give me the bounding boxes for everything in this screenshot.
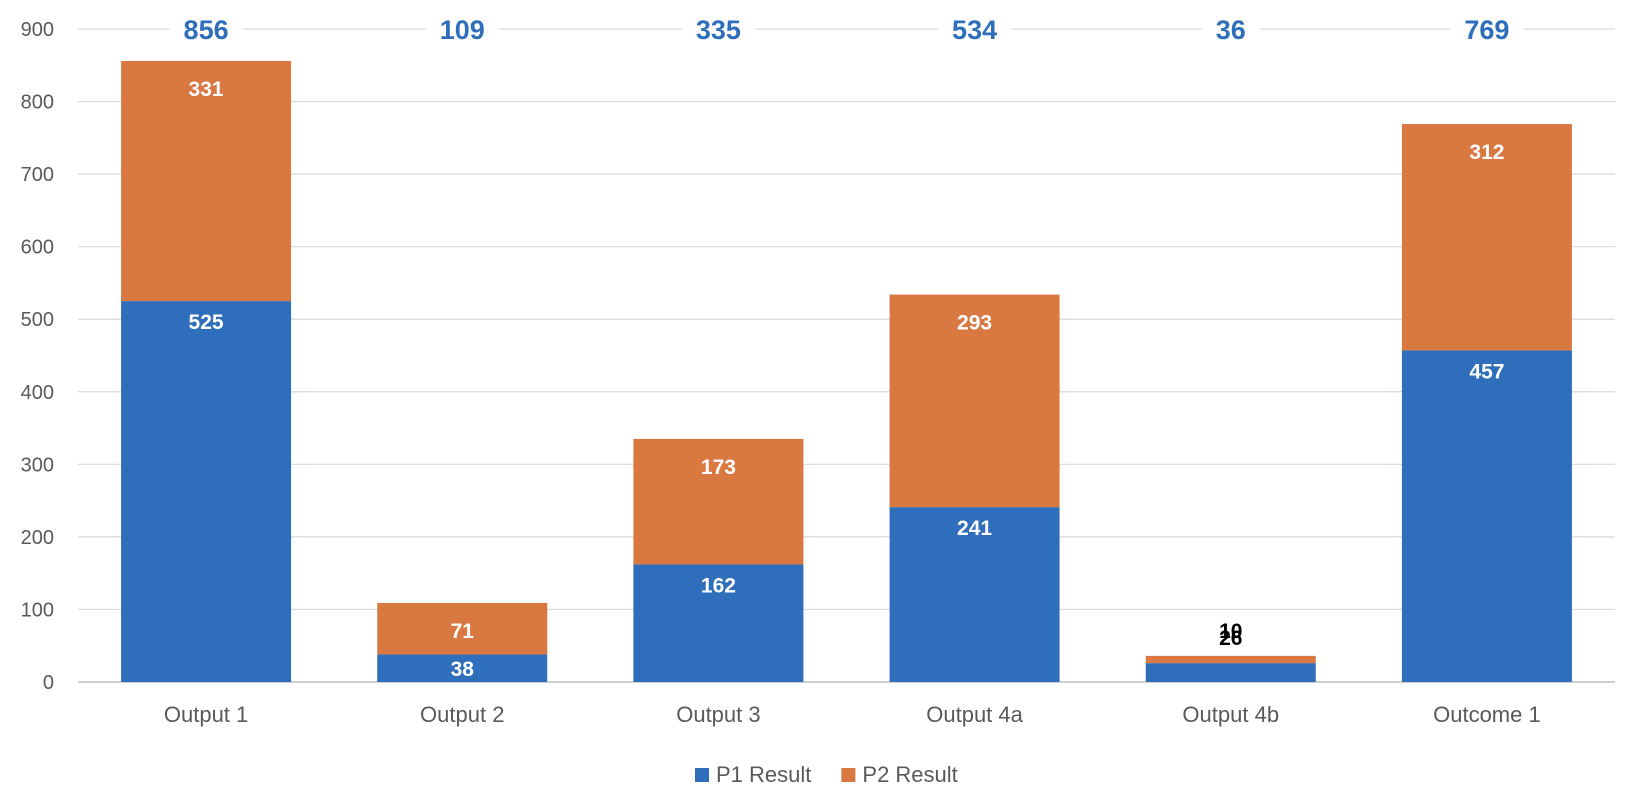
segment-value-label: 162 bbox=[701, 574, 736, 597]
bar-segment-1 bbox=[889, 507, 1060, 682]
segment-value-label: 312 bbox=[1469, 141, 1504, 164]
y-axis: 0 100 200 300 400 500 600 700 800 900 bbox=[21, 19, 54, 694]
bar-segment-2 bbox=[889, 294, 1060, 508]
legend-label: P1 Result bbox=[716, 762, 811, 787]
bar-segment-2 bbox=[1401, 124, 1572, 351]
total-label-background bbox=[938, 13, 1012, 47]
legend-swatch bbox=[695, 768, 709, 782]
y-tick-label: 300 bbox=[21, 454, 54, 476]
segment-value-label: 38 bbox=[451, 658, 475, 681]
gridlines bbox=[78, 28, 1615, 683]
segment-value-label: 173 bbox=[701, 456, 736, 479]
segment-value-label: 293 bbox=[957, 312, 992, 335]
segment-value-label: 457 bbox=[1469, 360, 1504, 383]
bar-segment-1 bbox=[1145, 663, 1316, 682]
category-label: Output 1 bbox=[164, 702, 248, 727]
y-tick-label: 600 bbox=[21, 237, 54, 259]
total-label-background bbox=[1450, 13, 1524, 47]
category-label: Output 4b bbox=[1182, 702, 1279, 727]
segment-value-label: 331 bbox=[189, 78, 224, 101]
total-label-background bbox=[169, 13, 243, 47]
bar-segment-1 bbox=[633, 564, 804, 682]
legend: P1 Result P2 Result bbox=[695, 762, 958, 787]
y-tick-label: 900 bbox=[21, 19, 54, 41]
y-tick-label: 400 bbox=[21, 382, 54, 404]
bar-segment-2 bbox=[121, 60, 292, 302]
category-label: Output 4a bbox=[926, 702, 1023, 727]
y-tick-label: 700 bbox=[21, 164, 54, 186]
bar-segment-2 bbox=[633, 438, 804, 565]
bar-segment-2 bbox=[1145, 655, 1316, 664]
segment-value-label: 525 bbox=[189, 311, 224, 334]
category-label: Outcome 1 bbox=[1433, 702, 1541, 727]
bar-segment-2 bbox=[377, 602, 548, 655]
bars bbox=[121, 60, 1572, 682]
legend-label: P2 Result bbox=[862, 762, 957, 787]
total-labels: 856 109 335 534 36 769 bbox=[169, 13, 1524, 47]
total-value-label: 856 bbox=[184, 15, 229, 45]
y-tick-label: 0 bbox=[43, 672, 54, 694]
total-value-label: 534 bbox=[952, 15, 997, 45]
total-value-label: 36 bbox=[1216, 15, 1246, 45]
bar-segment-1 bbox=[377, 654, 548, 682]
total-label-background bbox=[1201, 13, 1260, 47]
bar-segment-1 bbox=[121, 301, 292, 682]
category-label: Output 2 bbox=[420, 702, 504, 727]
segment-value-label: 26 bbox=[1219, 627, 1242, 650]
total-label-background bbox=[681, 13, 755, 47]
y-tick-label: 800 bbox=[21, 92, 54, 114]
segment-value-label: 241 bbox=[957, 517, 992, 540]
total-label-background bbox=[425, 13, 499, 47]
total-value-label: 109 bbox=[440, 15, 485, 45]
total-value-label: 335 bbox=[696, 15, 741, 45]
segment-value-label: 71 bbox=[451, 620, 475, 643]
y-tick-label: 100 bbox=[21, 599, 54, 621]
segment-value-label: 10 bbox=[1219, 620, 1242, 643]
y-tick-label: 500 bbox=[21, 309, 54, 331]
category-label: Output 3 bbox=[676, 702, 760, 727]
legend-swatch bbox=[841, 768, 856, 782]
y-tick-label: 200 bbox=[21, 527, 54, 549]
x-axis: Output 1 Output 2 Output 3 Output 4a Output … bbox=[164, 702, 1541, 727]
bar-segment-1 bbox=[1401, 350, 1572, 682]
total-value-label: 769 bbox=[1464, 15, 1509, 45]
